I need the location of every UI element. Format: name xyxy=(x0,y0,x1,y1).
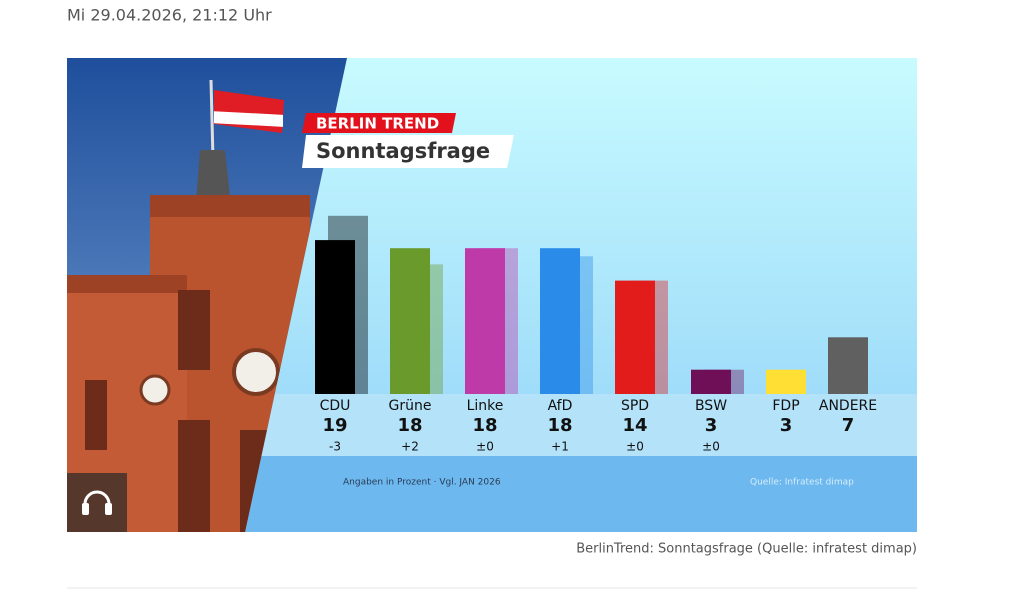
value-label: 18 xyxy=(472,415,497,436)
footer-band xyxy=(245,456,917,532)
value-label: 7 xyxy=(842,415,855,436)
bar xyxy=(315,240,355,394)
kicker: BERLIN TREND xyxy=(316,115,439,133)
headphone-icon xyxy=(82,503,89,515)
title-box xyxy=(302,135,514,168)
bar xyxy=(828,337,868,394)
chart-title: Sonntagsfrage xyxy=(316,139,490,163)
category-label: AfD xyxy=(548,398,573,414)
bar xyxy=(766,369,806,394)
kicker-box xyxy=(302,113,456,133)
headphone-icon xyxy=(105,503,112,515)
change-label: +2 xyxy=(401,440,419,454)
bar xyxy=(540,248,580,394)
value-label: 19 xyxy=(322,415,347,436)
value-label: 18 xyxy=(397,415,422,436)
value-label: 3 xyxy=(780,415,793,436)
audio-button[interactable] xyxy=(67,473,127,532)
change-label: +1 xyxy=(551,440,569,454)
value-label: 18 xyxy=(547,415,572,436)
category-label: FDP xyxy=(772,398,799,414)
caption: BerlinTrend: Sonntagsfrage (Quelle: infr… xyxy=(576,542,917,557)
change-label: -3 xyxy=(329,440,341,454)
category-label: Linke xyxy=(467,398,504,414)
category-label: Grüne xyxy=(389,398,432,414)
category-label: ANDERE xyxy=(819,398,877,414)
category-label: CDU xyxy=(320,398,351,414)
change-label: ±0 xyxy=(702,440,720,454)
change-label: ±0 xyxy=(626,440,644,454)
category-label: BSW xyxy=(695,398,727,414)
date: Mi 29.04.2026, 21:12 Uhr xyxy=(67,6,272,25)
bar xyxy=(691,369,731,394)
chart-note: Angaben in Prozent · Vgl. JAN 2026 xyxy=(343,478,501,488)
headphone-icon xyxy=(83,490,111,512)
value-label: 14 xyxy=(622,415,647,436)
chart-source: Quelle: Infratest dimap xyxy=(750,478,854,488)
bar xyxy=(465,248,505,394)
label-band xyxy=(245,394,917,456)
change-label: ±0 xyxy=(476,440,494,454)
bar xyxy=(615,280,655,394)
value-label: 3 xyxy=(705,415,718,436)
bar xyxy=(390,248,430,394)
category-label: SPD xyxy=(621,398,649,414)
